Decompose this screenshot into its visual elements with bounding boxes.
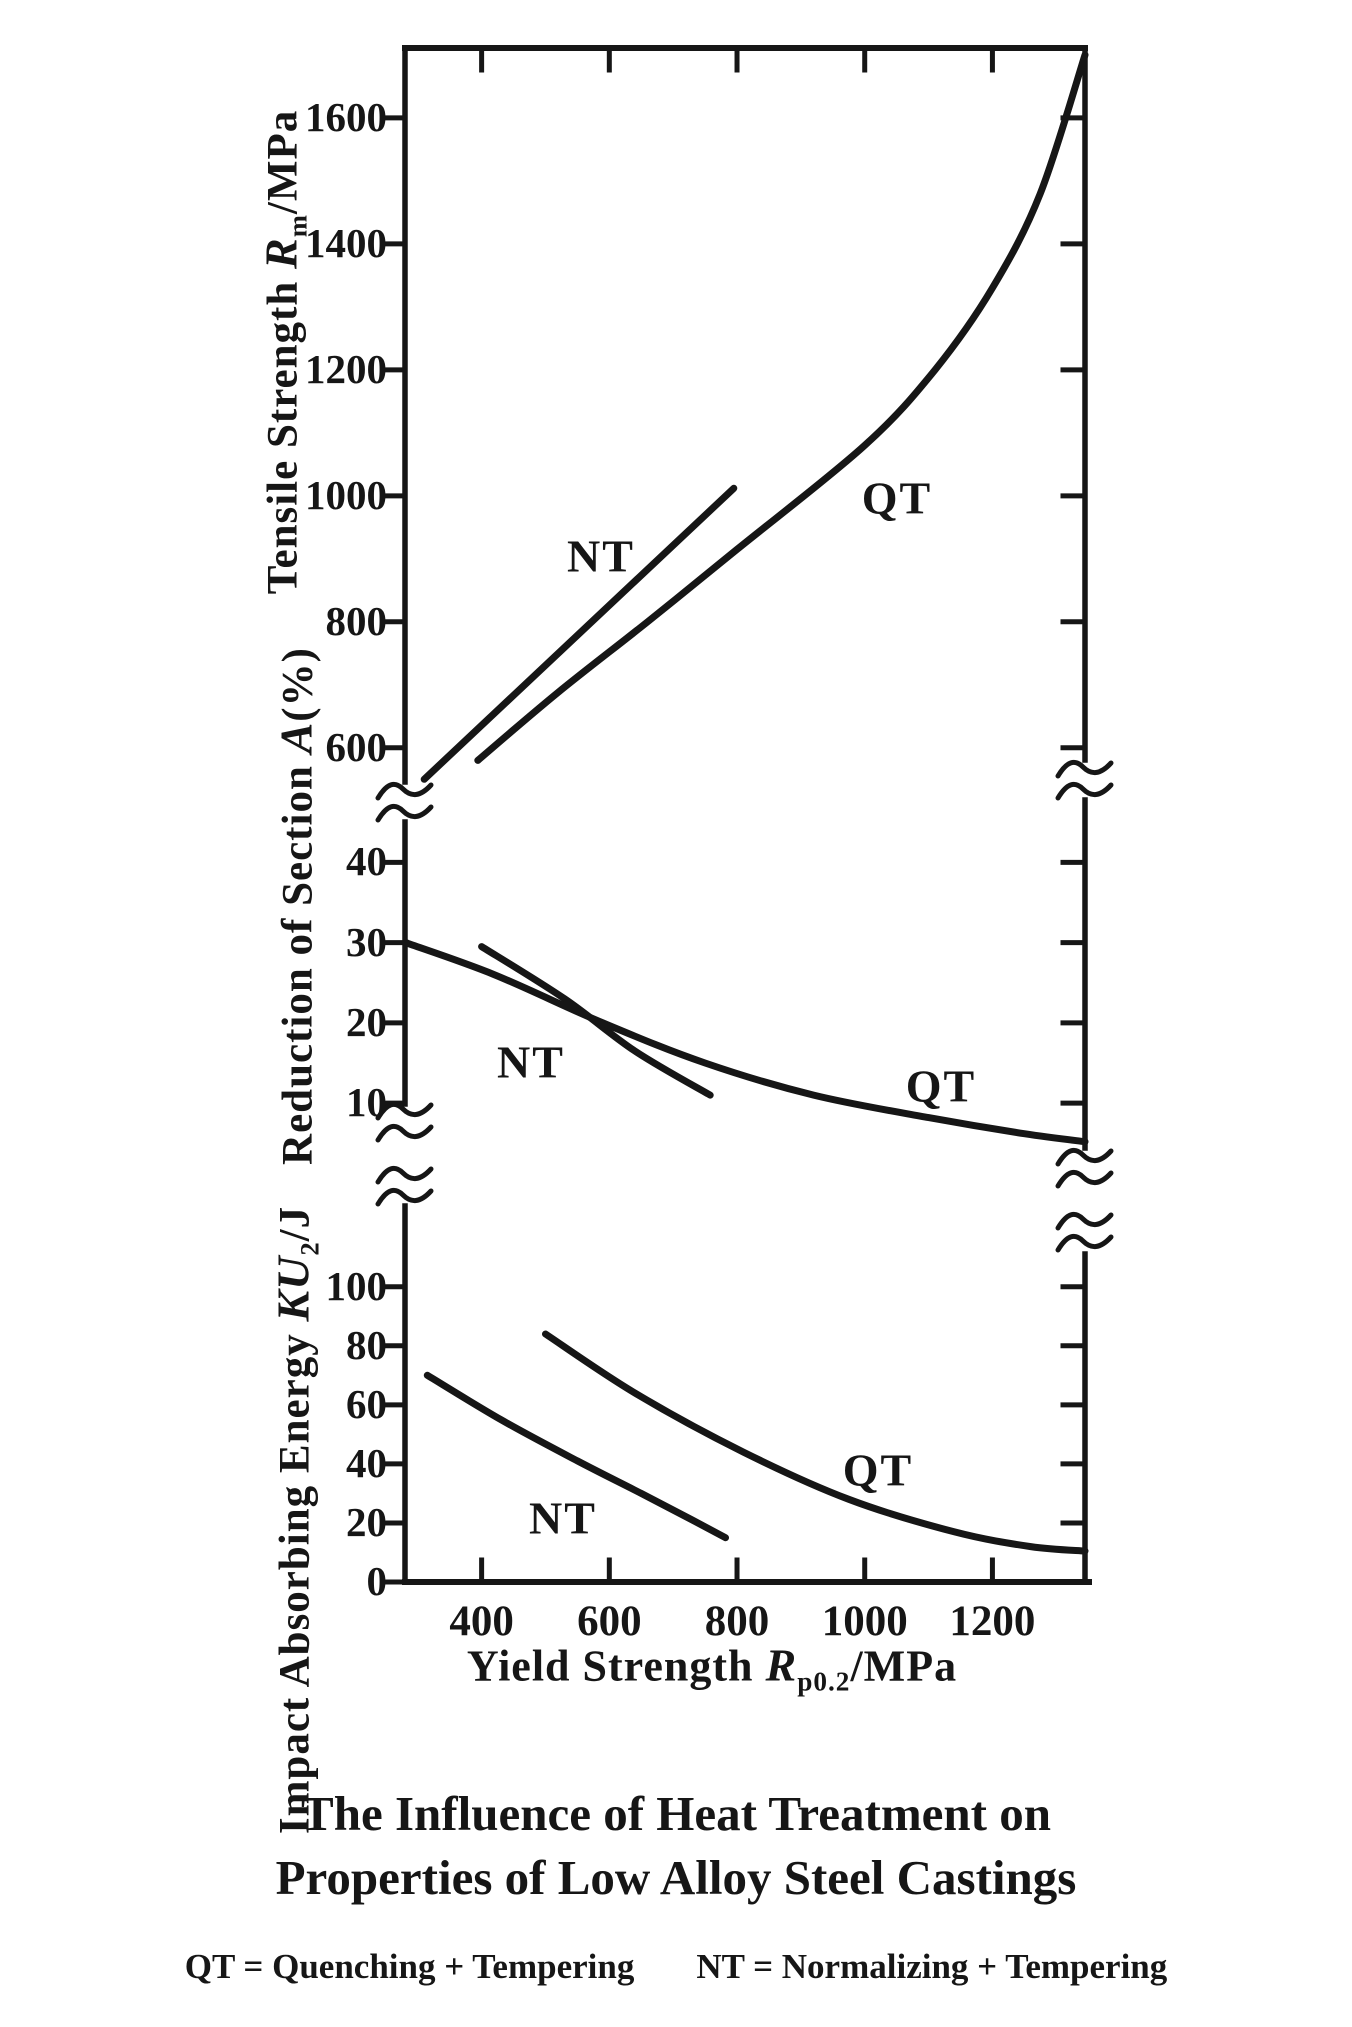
x-tick-label: 1000 — [821, 1598, 908, 1645]
axis-break-squiggle-right — [1055, 1169, 1114, 1189]
legend-nt-definition: NT = Normalizing + Tempering — [696, 1947, 1168, 1986]
x-tick-label: 400 — [449, 1598, 514, 1645]
y-axis-symbol-rm: R — [255, 237, 307, 269]
curve-label-nt-tensile: NT — [567, 530, 635, 582]
y-tick-label-impact: 60 — [346, 1380, 387, 1427]
axis-break-squiggle-right — [1055, 781, 1114, 801]
figure-caption-line-2: Properties of Low Alloy Steel Castings — [275, 1850, 1077, 1905]
y-axis-symbol-ku2: KU — [267, 1255, 319, 1322]
axis-break-squiggle-right — [1055, 759, 1114, 779]
curve-reduction-qt — [402, 939, 1089, 1146]
axis-break-squiggle-left — [375, 1123, 434, 1143]
y-axis-title-impact: Impact Absorbing Energy KU2/J — [267, 1205, 325, 1835]
x-tick-label: 800 — [704, 1598, 770, 1645]
axis-break-squiggle-right — [1055, 1233, 1114, 1253]
legend-row: QT = Quenching + Tempering NT = Normaliz… — [0, 1947, 1352, 1987]
y-axis-symbol-a: A — [270, 721, 322, 754]
curve-label-nt-reduction: NT — [497, 1036, 565, 1088]
y-tick-label-tensile: 600 — [325, 723, 388, 770]
y-tick-label-impact: 80 — [346, 1321, 387, 1368]
y-tick-label-impact: 20 — [346, 1498, 387, 1545]
axis-break-squiggle-right — [1055, 1211, 1114, 1231]
x-tick-label: 600 — [577, 1598, 642, 1645]
y-axis-title-impact-text: Impact Absorbing Energy — [271, 1333, 319, 1835]
axis-break-squiggle-left — [375, 781, 434, 801]
axis-break-squiggle-left — [375, 1187, 434, 1207]
figure-caption-line-1: The Influence of Heat Treatment on — [301, 1786, 1051, 1841]
y-tick-label-impact: 0 — [366, 1558, 388, 1604]
y-tick-label-reduction: 40 — [346, 838, 387, 885]
x-axis-symbol-rp02: R — [765, 1639, 798, 1691]
curve-tensile-qt — [474, 51, 1089, 764]
y-tick-label-reduction: 20 — [346, 998, 387, 1045]
x-axis-title-text: Yield Strength — [466, 1641, 754, 1691]
axis-break-squiggle-left — [375, 803, 434, 823]
y-tick-label-tensile: 1600 — [305, 93, 387, 140]
y-tick-label-tensile: 800 — [325, 597, 388, 644]
axis-break-squiggle-left — [375, 1101, 434, 1121]
curve-label-nt-impact: NT — [529, 1492, 597, 1544]
axis-break-squiggle-left — [375, 1165, 434, 1185]
curve-label-qt-reduction: QT — [905, 1060, 977, 1112]
y-tick-label-tensile: 1200 — [305, 345, 387, 392]
y-tick-label-tensile: 1400 — [305, 219, 387, 266]
curve-impact-qt — [542, 1330, 1089, 1555]
axis-break-squiggle-right — [1055, 1147, 1114, 1167]
curve-tensile-nt — [420, 484, 738, 783]
y-tick-label-reduction: 30 — [346, 918, 387, 965]
y-tick-label-reduction: 10 — [346, 1079, 387, 1126]
y-axis-title-tensile-text: Tensile Strength — [259, 280, 307, 595]
y-axis-title-tensile: Tensile Strength Rm/MPa — [255, 109, 313, 595]
legend-qt-definition: QT = Quenching + Tempering — [184, 1947, 635, 1986]
y-tick-label-tensile: 1000 — [305, 471, 387, 518]
curve-label-qt-impact: QT — [842, 1444, 914, 1496]
x-axis-title: Yield Strength Rp0.2/MPa — [466, 1639, 958, 1697]
x-tick-label: 1200 — [949, 1598, 1036, 1645]
y-axis-title-reduction-text: Reduction of Section — [274, 765, 322, 1165]
curve-impact-nt — [423, 1371, 729, 1542]
y-axis-title-reduction: Reduction of Section A(%) — [270, 647, 322, 1165]
curve-label-qt-tensile: QT — [861, 472, 933, 524]
y-tick-label-impact: 100 — [325, 1262, 388, 1309]
y-tick-label-impact: 40 — [346, 1439, 387, 1486]
